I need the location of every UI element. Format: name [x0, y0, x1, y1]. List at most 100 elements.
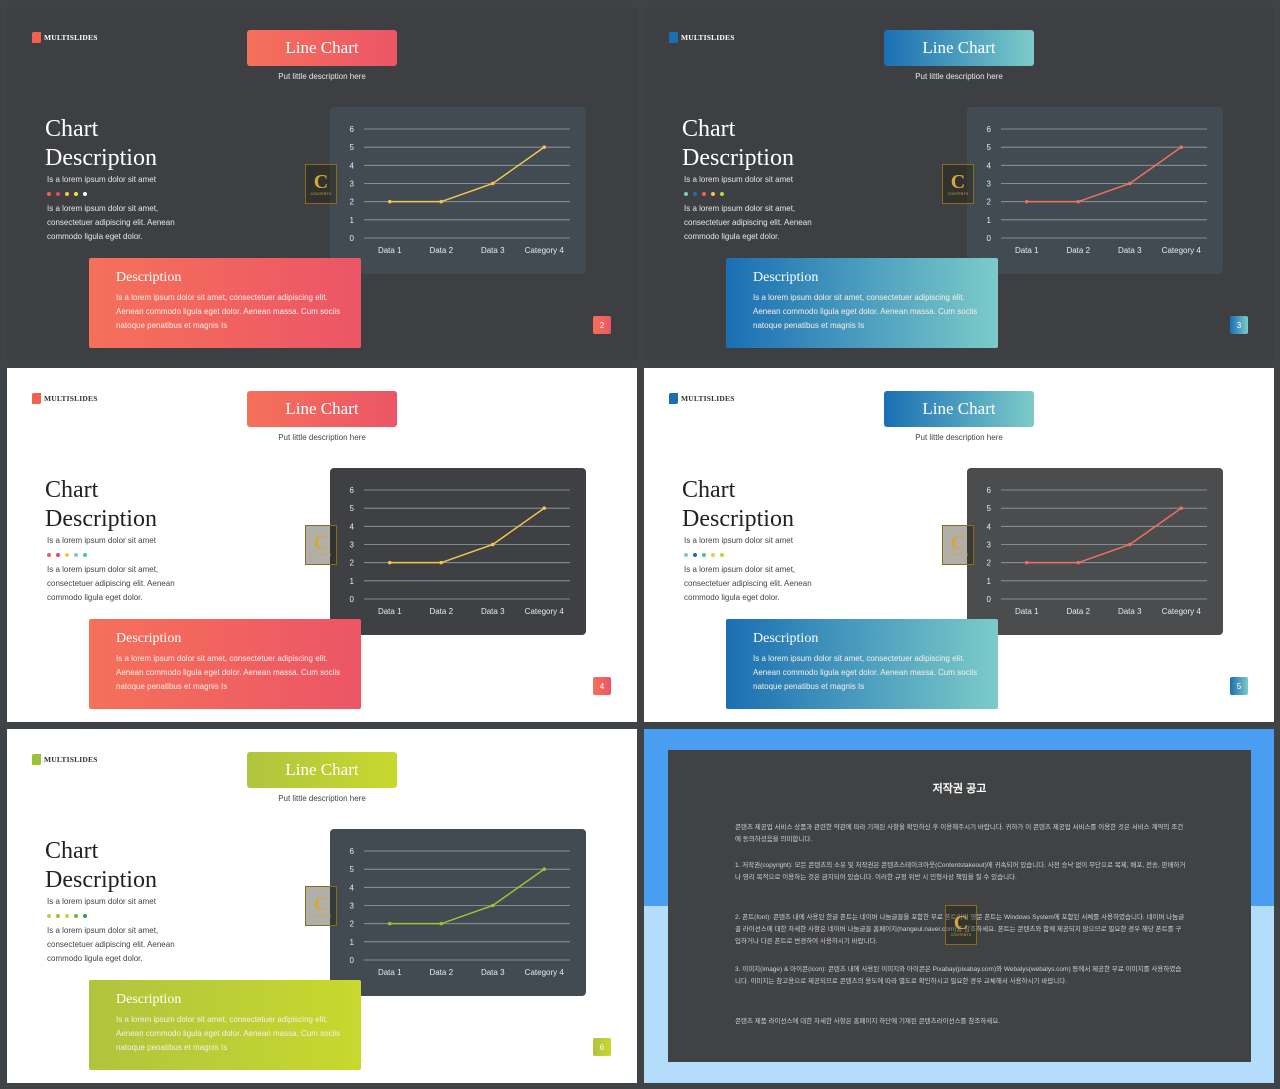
heading-line-1: Chart — [45, 838, 99, 864]
chart-svg: 0 1 2 3 4 5 6 Data 1 Data 2 Data 3 Category 4 — [987, 486, 1207, 616]
slide-3[interactable]: MULTISLIDES Line Chart Put little descript… — [644, 7, 1274, 361]
page-number: 3 — [1230, 316, 1248, 334]
badge-letter: C — [953, 912, 969, 934]
y-tick-label: 3 — [987, 541, 992, 550]
y-tick-label: 2 — [350, 559, 355, 568]
heading-subtext: Is a lorem ipsum dolor sit amet — [47, 175, 156, 184]
color-dot — [711, 192, 715, 196]
badge-caption: CONTENTS — [947, 192, 969, 196]
chart-heading: Chart Description — [682, 476, 794, 534]
body-text: Is a lorem ipsum dolor sit amet, consect… — [47, 926, 175, 963]
logo-mark-icon — [32, 754, 41, 765]
description-body: Is a lorem ipsum dolor sit amet, consect… — [116, 1015, 341, 1052]
page-number: 4 — [593, 677, 611, 695]
y-tick-label: 6 — [987, 125, 992, 134]
brand-name: MULTISLIDES — [681, 394, 735, 403]
description-title: Description — [116, 270, 182, 285]
contents-badge-icon: C CONTENTS — [305, 886, 337, 926]
x-tick-label: Data 2 — [429, 246, 453, 255]
data-point — [1127, 542, 1132, 547]
y-tick-label: 0 — [987, 234, 992, 243]
body-text: Is a lorem ipsum dolor sit amet, consect… — [47, 204, 175, 241]
color-dot — [711, 553, 715, 557]
slide-subtitle: Put little description here — [915, 72, 1003, 81]
y-tick-label: 4 — [350, 161, 355, 170]
badge-letter: C — [313, 893, 329, 915]
x-tick-label: Data 1 — [378, 607, 402, 616]
color-dot — [693, 192, 697, 196]
y-tick-label: 0 — [987, 595, 992, 604]
color-dot — [83, 192, 87, 196]
brand-name: MULTISLIDES — [44, 755, 98, 764]
heading-line-2: Description — [45, 506, 157, 532]
slide-title: Line Chart — [922, 38, 996, 57]
line-chart: 0 1 2 3 4 5 6 Data 1 Data 2 Data 3 Category 4 — [967, 107, 1223, 274]
brand-logo: MULTISLIDES — [669, 393, 735, 404]
color-dot — [47, 192, 51, 196]
heading-line-2: Description — [682, 506, 794, 532]
color-dot — [56, 192, 60, 196]
y-tick-label: 0 — [350, 595, 355, 604]
heading-line-2: Description — [682, 145, 794, 171]
line-chart: 0 1 2 3 4 5 6 Data 1 Data 2 Data 3 Category 4 — [330, 829, 586, 996]
line-chart: 0 1 2 3 4 5 6 Data 1 Data 2 Data 3 Category 4 — [330, 107, 586, 274]
contents-badge-icon: C CONTENTS — [945, 905, 977, 945]
y-tick-label: 6 — [350, 125, 355, 134]
y-tick-label: 2 — [987, 559, 992, 568]
slide-title: Line Chart — [285, 399, 359, 418]
description-box: Description Is a lorem ipsum dolor sit am… — [89, 619, 361, 709]
y-tick-label: 3 — [987, 180, 992, 189]
description-box: Description Is a lorem ipsum dolor sit am… — [726, 258, 998, 348]
description-body: Is a lorem ipsum dolor sit amet, consect… — [116, 654, 341, 691]
heading-subtext: Is a lorem ipsum dolor sit amet — [47, 897, 156, 906]
slide-4[interactable]: MULTISLIDES Line Chart Put little descript… — [7, 368, 637, 722]
color-dots — [47, 192, 87, 196]
y-tick-label: 5 — [987, 504, 992, 513]
logo-mark-icon — [32, 393, 41, 404]
badge-caption: CONTENTS — [310, 914, 332, 918]
description-box: Description Is a lorem ipsum dolor sit am… — [89, 258, 361, 348]
heading-subtext: Is a lorem ipsum dolor sit amet — [684, 536, 793, 545]
title-pill: Line Chart — [247, 30, 397, 66]
color-dot — [56, 553, 60, 557]
slide-2[interactable]: MULTISLIDES Line Chart Put little descript… — [7, 7, 637, 361]
page-number: 5 — [1230, 677, 1248, 695]
color-dot — [65, 553, 69, 557]
description-title: Description — [753, 270, 819, 285]
y-tick-label: 2 — [350, 198, 355, 207]
color-dot — [702, 192, 706, 196]
data-point — [387, 921, 392, 926]
y-tick-label: 1 — [350, 577, 355, 586]
logo-mark-icon — [669, 393, 678, 404]
color-dots — [684, 553, 724, 557]
color-dot — [684, 192, 688, 196]
copyright-panel: 저작권 공고 콘텐츠 제공업 서비스 상품과 관련한 약관에 따라 기재된 사항… — [668, 750, 1251, 1062]
y-tick-label: 5 — [350, 504, 355, 513]
description-title: Description — [116, 992, 182, 1007]
x-tick-label: Data 1 — [1015, 246, 1039, 255]
brand-logo: MULTISLIDES — [32, 393, 98, 404]
line-chart: 0 1 2 3 4 5 6 Data 1 Data 2 Data 3 Category 4 — [330, 468, 586, 635]
y-tick-label: 3 — [350, 180, 355, 189]
x-tick-label: Data 1 — [378, 246, 402, 255]
y-tick-label: 6 — [350, 847, 355, 856]
body-text: Is a lorem ipsum dolor sit amet, consect… — [684, 204, 812, 241]
data-point — [490, 903, 495, 908]
page-number: 6 — [593, 1038, 611, 1056]
badge-letter: C — [313, 532, 329, 554]
data-point — [1127, 181, 1132, 186]
title-pill: Line Chart — [247, 752, 397, 788]
slide-6[interactable]: MULTISLIDES Line Chart Put little descript… — [7, 729, 637, 1083]
y-tick-label: 6 — [987, 486, 992, 495]
badge-caption: CONTENTS — [310, 553, 332, 557]
color-dot — [720, 192, 724, 196]
color-dot — [47, 553, 51, 557]
x-tick-label: Category 4 — [525, 607, 565, 616]
slide-copyright[interactable]: 저작권 공고 콘텐츠 제공업 서비스 상품과 관련한 약관에 따라 기재된 사항… — [644, 729, 1274, 1083]
y-tick-label: 5 — [350, 143, 355, 152]
badge-caption: CONTENTS — [947, 553, 969, 557]
title-pill: Line Chart — [884, 391, 1034, 427]
slide-5[interactable]: MULTISLIDES Line Chart Put little descript… — [644, 368, 1274, 722]
copyright-paragraph-copyright: 1. 저작권(copyright): 모든 콘텐츠의 소유 및 저작권은 콘텐츠… — [735, 862, 1186, 881]
brand-logo: MULTISLIDES — [669, 32, 735, 43]
